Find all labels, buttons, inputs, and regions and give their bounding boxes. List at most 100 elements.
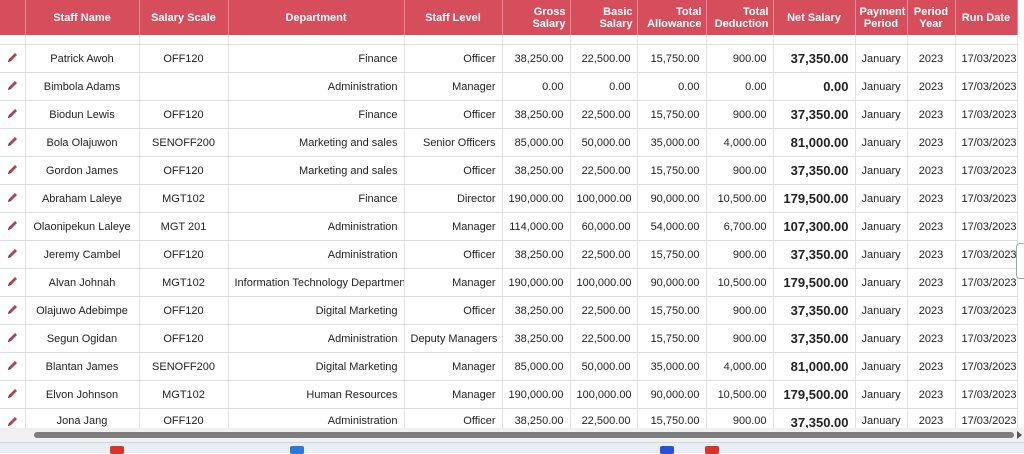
cell-period-year: 2023 — [907, 212, 956, 241]
cell-run-date: 17/03/2023 — [955, 296, 1018, 325]
cell-salary-scale: OFF120 — [139, 156, 229, 185]
cell-payment-period: January — [855, 380, 908, 409]
cell-total-allowance: 0.00 — [637, 72, 707, 101]
cell-staff-name: Gordon James — [25, 156, 140, 185]
table-row: Olajuwo Adebimpe OFF120 Digital Marketin… — [0, 296, 1018, 325]
cell-gross-salary: 38,250.00 — [502, 324, 571, 353]
column-header-payment-period[interactable]: Payment Period — [855, 0, 908, 35]
pencil-icon[interactable] — [6, 219, 19, 232]
pencil-icon[interactable] — [6, 79, 19, 92]
edit-cell[interactable] — [0, 268, 26, 297]
cell-period-year: 2023 — [907, 100, 956, 129]
cell-gross-salary: 38,250.00 — [502, 44, 571, 73]
pencil-icon[interactable] — [6, 303, 19, 316]
scroll-right-arrow-icon[interactable] — [1017, 431, 1022, 439]
cell-period-year: 2023 — [907, 380, 956, 409]
edit-cell[interactable] — [0, 212, 26, 241]
side-panel-toggle[interactable] — [1016, 243, 1024, 279]
cell-gross-salary: 38,250.00 — [502, 240, 571, 269]
column-header-salary-scale[interactable]: Salary Scale — [139, 0, 229, 35]
pencil-icon[interactable] — [6, 135, 19, 148]
edit-cell[interactable] — [0, 100, 26, 129]
pencil-icon[interactable] — [6, 163, 19, 176]
pencil-icon[interactable] — [6, 247, 19, 260]
column-header-staff-name[interactable]: Staff Name — [25, 0, 140, 35]
cell-total-deduction: 10,500.00 — [706, 380, 774, 409]
cell-total-deduction: 10,500.00 — [706, 268, 774, 297]
pencil-icon[interactable] — [6, 415, 19, 428]
edit-cell[interactable] — [0, 324, 26, 353]
table-row: Jeremy Cambel OFF120 Administration Offi… — [0, 240, 1018, 269]
table-body: Patrick Awoh OFF120 Finance Officer 38,2… — [0, 35, 1018, 428]
scrollbar-thumb[interactable] — [34, 432, 1014, 438]
column-header-total-allowance[interactable]: Total Allowance — [637, 0, 707, 35]
column-header-total-deduction[interactable]: Total Deduction — [706, 0, 774, 35]
edit-cell[interactable] — [0, 296, 26, 325]
pencil-icon[interactable] — [6, 387, 19, 400]
table-row: Bimbola Adams Administration Manager 0.0… — [0, 72, 1018, 101]
cell-payment-period: January — [855, 324, 908, 353]
cell-basic-salary: 60,000.00 — [570, 212, 638, 241]
cell-period-year: 2023 — [907, 408, 956, 428]
table-row: Jona Jang OFF120 Administration Officer … — [0, 408, 1018, 428]
edit-cell[interactable] — [0, 156, 26, 185]
cell-total-deduction: 900.00 — [706, 156, 774, 185]
column-header-basic-salary[interactable]: Basic Salary — [570, 0, 638, 35]
table-row: Patrick Awoh OFF120 Finance Officer 38,2… — [0, 44, 1018, 73]
horizontal-scrollbar[interactable] — [0, 428, 1024, 442]
column-header-run-date[interactable]: Run Date — [955, 0, 1018, 35]
cell-gross-salary: 38,250.00 — [502, 156, 571, 185]
cell-total-allowance: 15,750.00 — [637, 240, 707, 269]
cell-period-year: 2023 — [907, 72, 956, 101]
edit-cell[interactable] — [0, 44, 26, 73]
column-header-staff-level[interactable]: Staff Level — [404, 0, 503, 35]
edit-cell[interactable] — [0, 128, 26, 157]
cell-period-year: 2023 — [907, 44, 956, 73]
cell-payment-period: January — [855, 408, 908, 428]
cell-net-salary: 37,350.00 — [773, 156, 856, 185]
taskbar-app-icon[interactable] — [110, 446, 124, 454]
cell-salary-scale: OFF120 — [139, 324, 229, 353]
pencil-icon[interactable] — [6, 331, 19, 344]
cell-total-allowance: 15,750.00 — [637, 296, 707, 325]
edit-cell[interactable] — [0, 72, 26, 101]
pencil-icon[interactable] — [6, 107, 19, 120]
cell-period-year: 2023 — [907, 296, 956, 325]
table-row: Gordon James OFF120 Marketing and sales … — [0, 156, 1018, 185]
edit-cell[interactable] — [0, 408, 26, 428]
pencil-icon[interactable] — [6, 51, 19, 64]
column-header-net-salary[interactable]: Net Salary — [773, 0, 856, 35]
cell-payment-period: January — [855, 128, 908, 157]
cell-payment-period: January — [855, 100, 908, 129]
edit-cell[interactable] — [0, 352, 26, 381]
edit-cell[interactable] — [0, 380, 26, 409]
column-header-gross-salary[interactable]: Gross Salary — [502, 0, 571, 35]
cell-department: Digital Marketing — [228, 352, 405, 381]
cell-staff-level: Officer — [404, 100, 503, 129]
column-header-period-year[interactable]: Period Year — [907, 0, 956, 35]
cell-staff-name: Jeremy Cambel — [25, 240, 140, 269]
cell-payment-period: January — [855, 44, 908, 73]
cell-department: Administration — [228, 240, 405, 269]
cell-basic-salary: 22,500.00 — [570, 408, 638, 428]
cell-department: Administration — [228, 212, 405, 241]
pencil-icon[interactable] — [6, 191, 19, 204]
taskbar-app-icon[interactable] — [660, 446, 674, 454]
cell-basic-salary: 100,000.00 — [570, 184, 638, 213]
cell-staff-name: Elvon Johnson — [25, 380, 140, 409]
cell-staff-name: Blantan James — [25, 352, 140, 381]
cell-staff-level: Manager — [404, 352, 503, 381]
cell-department: Marketing and sales — [228, 128, 405, 157]
edit-cell[interactable] — [0, 240, 26, 269]
cell-department: Finance — [228, 184, 405, 213]
taskbar-app-icon[interactable] — [705, 446, 719, 454]
cell-net-salary: 0.00 — [773, 72, 856, 101]
pencil-icon[interactable] — [6, 275, 19, 288]
column-header-department[interactable]: Department — [228, 0, 405, 35]
cell-basic-salary: 22,500.00 — [570, 240, 638, 269]
cell-department: Administration — [228, 324, 405, 353]
pencil-icon[interactable] — [6, 359, 19, 372]
taskbar-app-icon[interactable] — [290, 446, 304, 454]
cell-salary-scale: OFF120 — [139, 240, 229, 269]
edit-cell[interactable] — [0, 184, 26, 213]
